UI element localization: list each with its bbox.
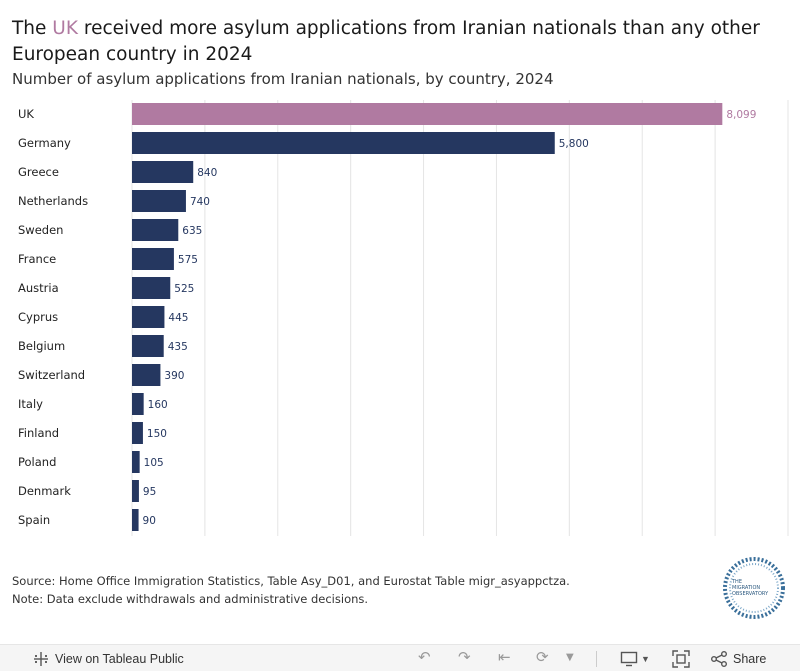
value-label: 575 xyxy=(178,254,198,266)
bar-germany[interactable] xyxy=(132,132,555,154)
value-label: 525 xyxy=(174,283,194,295)
fullscreen-icon xyxy=(672,650,690,668)
category-label: France xyxy=(18,252,56,266)
value-label: 8,099 xyxy=(726,109,756,121)
bar-denmark[interactable] xyxy=(132,480,139,502)
category-label: UK xyxy=(18,107,34,121)
category-label: Belgium xyxy=(18,339,65,353)
value-label: 435 xyxy=(168,341,188,353)
share-icon xyxy=(711,651,727,667)
value-label: 90 xyxy=(143,515,156,527)
share-label: Share xyxy=(733,652,767,666)
value-label: 635 xyxy=(182,225,202,237)
bar-uk[interactable] xyxy=(132,103,723,125)
bar-belgium[interactable] xyxy=(132,335,164,357)
title-prefix: The xyxy=(12,18,53,39)
download-button[interactable]: ▼ xyxy=(620,649,650,669)
category-label: Cyprus xyxy=(18,310,58,324)
bar-sweden[interactable] xyxy=(132,219,179,241)
share-button[interactable]: Share xyxy=(710,649,766,669)
chart-subtitle: Number of asylum applications from Irani… xyxy=(12,70,554,88)
value-label: 105 xyxy=(144,457,164,469)
title-suffix: received more asylum applications from I… xyxy=(12,18,760,65)
note-text: Note: Data exclude withdrawals and admin… xyxy=(12,592,369,606)
undo-icon[interactable]: ↶ xyxy=(418,648,431,666)
category-label: Poland xyxy=(18,455,56,469)
category-label: Italy xyxy=(18,397,43,411)
category-label: Finland xyxy=(18,426,59,440)
value-label: 150 xyxy=(147,428,167,440)
bar-austria[interactable] xyxy=(132,277,171,299)
bar-switzerland[interactable] xyxy=(132,364,161,386)
migration-observatory-logo[interactable]: THE MIGRATION OBSERVATORY xyxy=(722,556,786,620)
tableau-icon xyxy=(34,652,48,666)
view-on-tableau-link[interactable]: View on Tableau Public xyxy=(32,649,184,669)
bar-poland[interactable] xyxy=(132,451,140,473)
source-text: Source: Home Office Immigration Statisti… xyxy=(12,574,570,588)
download-dropdown-icon: ▼ xyxy=(641,654,650,664)
category-label: Sweden xyxy=(18,223,63,237)
bar-finland[interactable] xyxy=(132,422,143,444)
fullscreen-button[interactable] xyxy=(672,649,690,669)
refresh-dropdown-icon[interactable]: ▼ xyxy=(566,652,574,663)
bar-france[interactable] xyxy=(132,248,174,270)
bar-spain[interactable] xyxy=(132,509,139,531)
title-highlight: UK xyxy=(52,18,78,39)
bar-cyprus[interactable] xyxy=(132,306,165,328)
category-label: Germany xyxy=(18,136,71,150)
category-label: Switzerland xyxy=(18,368,85,382)
bar-italy[interactable] xyxy=(132,393,144,415)
logo-text-1: THE xyxy=(731,579,742,585)
value-label: 840 xyxy=(197,167,217,179)
value-label: 390 xyxy=(164,370,184,382)
logo-emblem: THE MIGRATION OBSERVATORY xyxy=(723,557,785,619)
bar-netherlands[interactable] xyxy=(132,190,186,212)
download-icon xyxy=(620,651,638,667)
category-label: Spain xyxy=(18,513,50,527)
category-label: Greece xyxy=(18,165,59,179)
value-label: 5,800 xyxy=(559,138,589,150)
value-label: 740 xyxy=(190,196,210,208)
category-label: Austria xyxy=(18,281,59,295)
value-label: 445 xyxy=(168,312,188,324)
logo-text-3: OBSERVATORY xyxy=(732,591,769,597)
revert-icon[interactable]: ⇤ xyxy=(498,648,511,666)
bar-chart: UK 8,099 Germany 5,800 Greece 840 Netherlands 7… xyxy=(0,100,800,536)
toolbar-divider xyxy=(596,651,597,667)
source-note: Source: Home Office Immigration Statisti… xyxy=(12,572,570,608)
category-label: Denmark xyxy=(18,484,71,498)
chart-title: The UK received more asylum applications… xyxy=(12,16,782,68)
logo-text-2: MIGRATION xyxy=(732,585,760,591)
value-label: 95 xyxy=(143,486,156,498)
view-on-tableau-label: View on Tableau Public xyxy=(55,652,184,666)
refresh-icon[interactable]: ⟳ xyxy=(536,648,549,666)
redo-icon[interactable]: ↷ xyxy=(458,648,471,666)
value-label: 160 xyxy=(148,399,168,411)
tableau-toolbar: View on Tableau Public ↶ ↷ ⇤ ⟳ ▼ ▼ Share xyxy=(0,644,800,671)
category-label: Netherlands xyxy=(18,194,88,208)
bar-chart-svg: UK 8,099 Germany 5,800 Greece 840 Netherlands 7… xyxy=(18,100,789,536)
bar-greece[interactable] xyxy=(132,161,194,183)
